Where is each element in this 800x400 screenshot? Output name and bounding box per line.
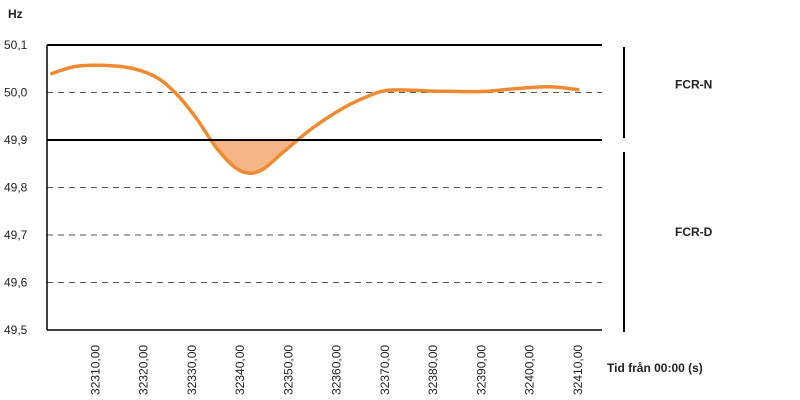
y-tick-label: 50,1 <box>4 38 28 52</box>
x-axis-label: Tid från 00:00 (s) <box>607 361 703 375</box>
band-label: FCR-N <box>675 78 712 92</box>
x-tick-label: 32350,00 <box>281 345 295 395</box>
x-tick-label: 32360,00 <box>330 345 344 395</box>
y-axis-label: Hz <box>8 7 23 21</box>
y-tick-label: 50,0 <box>4 86 28 100</box>
x-tick-label: 32370,00 <box>378 345 392 395</box>
x-tick-label: 32410,00 <box>571 345 585 395</box>
band-label: FCR-D <box>675 225 713 239</box>
dip-fill-area <box>51 140 578 174</box>
grid-layer <box>47 92 602 283</box>
text-layer: 50,1 50,0 49,9 49,8 49,7 49,6 49,5 Hz 32310,00 32… <box>4 7 713 395</box>
y-tick-label: 49,7 <box>4 228 28 242</box>
x-tick-label: 32310,00 <box>88 345 102 395</box>
y-tick-label: 49,6 <box>4 276 28 290</box>
fill-layer <box>51 140 578 174</box>
x-tick-label: 32320,00 <box>137 345 151 395</box>
frequency-series-line <box>50 63 580 176</box>
axis-layer <box>46 44 625 332</box>
x-tick-label: 32400,00 <box>523 345 537 395</box>
y-tick-label: 49,5 <box>4 323 28 337</box>
x-tick-label: 32390,00 <box>474 345 488 395</box>
y-tick-label: 49,9 <box>4 133 28 147</box>
x-tick-label: 32330,00 <box>185 345 199 395</box>
x-tick-label: 32380,00 <box>426 345 440 395</box>
x-tick-label: 32340,00 <box>233 345 247 395</box>
y-tick-label: 49,8 <box>4 181 28 195</box>
series-layer <box>50 63 580 176</box>
